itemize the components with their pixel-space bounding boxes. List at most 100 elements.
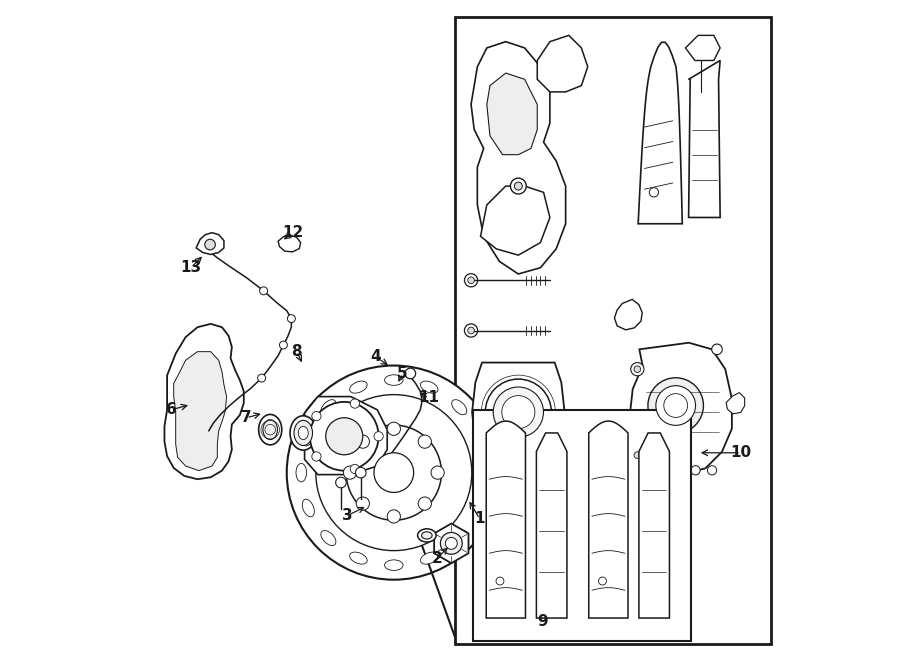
Circle shape — [280, 341, 287, 349]
Circle shape — [344, 466, 356, 479]
Ellipse shape — [320, 531, 336, 545]
Ellipse shape — [420, 381, 438, 393]
Circle shape — [350, 399, 359, 408]
Circle shape — [496, 577, 504, 585]
Text: 8: 8 — [292, 344, 302, 359]
Circle shape — [431, 466, 445, 479]
Ellipse shape — [418, 529, 436, 542]
Circle shape — [259, 287, 267, 295]
Ellipse shape — [349, 552, 367, 564]
Circle shape — [485, 379, 552, 446]
Ellipse shape — [482, 463, 491, 482]
Text: 2: 2 — [431, 551, 442, 566]
Circle shape — [326, 418, 363, 455]
Circle shape — [316, 395, 472, 551]
Bar — [473, 410, 691, 641]
Ellipse shape — [473, 428, 485, 446]
Polygon shape — [471, 42, 565, 274]
Circle shape — [631, 448, 644, 461]
Ellipse shape — [421, 531, 432, 539]
Ellipse shape — [302, 428, 314, 446]
Circle shape — [346, 425, 441, 520]
Ellipse shape — [290, 416, 317, 450]
Circle shape — [387, 510, 400, 523]
Text: 4: 4 — [371, 350, 382, 364]
Ellipse shape — [298, 426, 308, 440]
Ellipse shape — [452, 400, 467, 414]
Circle shape — [691, 465, 700, 475]
Polygon shape — [196, 233, 224, 254]
Polygon shape — [481, 186, 550, 255]
Circle shape — [493, 387, 544, 438]
Circle shape — [310, 402, 379, 471]
Text: 1: 1 — [474, 512, 485, 526]
Circle shape — [707, 465, 716, 475]
Circle shape — [311, 452, 321, 461]
Circle shape — [464, 324, 478, 337]
Circle shape — [287, 315, 295, 323]
Polygon shape — [686, 35, 720, 60]
Circle shape — [287, 366, 501, 580]
Ellipse shape — [384, 375, 403, 385]
Circle shape — [712, 344, 723, 354]
Circle shape — [446, 537, 457, 549]
Circle shape — [648, 377, 704, 434]
Circle shape — [656, 385, 696, 426]
Ellipse shape — [296, 463, 307, 482]
Ellipse shape — [258, 414, 282, 445]
Ellipse shape — [320, 400, 336, 414]
Bar — [455, 17, 770, 644]
Text: 3: 3 — [342, 508, 353, 523]
Circle shape — [468, 327, 474, 334]
Ellipse shape — [263, 420, 277, 440]
Polygon shape — [688, 60, 720, 217]
Text: 13: 13 — [180, 260, 202, 275]
Ellipse shape — [302, 499, 314, 517]
Circle shape — [418, 497, 431, 510]
Circle shape — [631, 362, 644, 375]
Polygon shape — [589, 421, 628, 618]
Circle shape — [356, 497, 369, 510]
Circle shape — [598, 577, 607, 585]
Ellipse shape — [452, 531, 467, 545]
Circle shape — [257, 374, 266, 382]
Circle shape — [664, 465, 674, 475]
Text: 11: 11 — [418, 391, 439, 405]
Circle shape — [634, 452, 641, 459]
Circle shape — [468, 277, 474, 284]
Circle shape — [356, 435, 369, 448]
Circle shape — [336, 477, 346, 488]
Polygon shape — [304, 397, 387, 475]
Circle shape — [405, 368, 416, 379]
Text: 6: 6 — [166, 403, 176, 417]
Polygon shape — [536, 433, 567, 618]
Circle shape — [634, 366, 641, 373]
Text: 7: 7 — [241, 410, 252, 425]
Polygon shape — [434, 524, 469, 563]
Ellipse shape — [473, 499, 485, 517]
Polygon shape — [638, 42, 682, 223]
Circle shape — [356, 467, 366, 478]
Circle shape — [440, 533, 463, 554]
Ellipse shape — [294, 420, 312, 446]
Polygon shape — [472, 362, 564, 461]
Polygon shape — [726, 393, 744, 414]
Circle shape — [374, 453, 414, 492]
Circle shape — [664, 393, 688, 418]
Circle shape — [502, 395, 535, 429]
Polygon shape — [165, 324, 244, 479]
Text: 5: 5 — [397, 366, 408, 381]
Ellipse shape — [349, 381, 367, 393]
Circle shape — [387, 422, 400, 436]
Circle shape — [464, 274, 478, 287]
Polygon shape — [537, 35, 588, 92]
Ellipse shape — [420, 552, 438, 564]
Circle shape — [374, 432, 383, 441]
Circle shape — [205, 239, 215, 250]
Text: 9: 9 — [537, 614, 548, 629]
Circle shape — [515, 182, 522, 190]
Circle shape — [350, 464, 359, 473]
Text: 10: 10 — [730, 446, 752, 460]
Circle shape — [510, 178, 526, 194]
Circle shape — [311, 411, 321, 420]
